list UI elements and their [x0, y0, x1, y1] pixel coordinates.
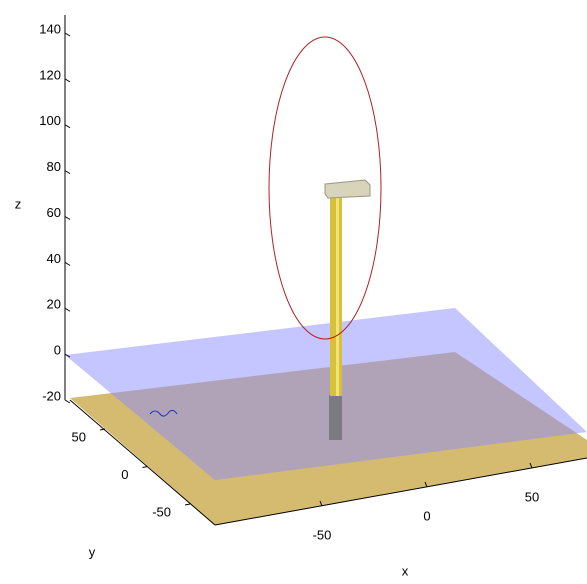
z-tick-label: 0 [54, 343, 61, 358]
x-tick-label: 50 [525, 489, 539, 504]
y-tick-label: 50 [72, 429, 86, 444]
z-tick [65, 125, 70, 128]
z-tick-label: 140 [39, 21, 61, 36]
z-tick-label: -20 [42, 388, 61, 403]
z-tick [65, 308, 70, 311]
z-tick [65, 33, 70, 36]
y-tick [185, 504, 190, 505]
tower-base [329, 395, 342, 440]
nacelle [325, 180, 370, 198]
x-tick-label: -50 [313, 527, 332, 542]
tower-highlight [336, 198, 339, 396]
z-label: z [15, 196, 22, 211]
y-label: y [89, 544, 96, 559]
chart: z y x -20 0 20 40 60 80 100 120 140 50 0 -50 -50 0 50 [0, 0, 587, 579]
z-tick-label: 100 [39, 113, 61, 128]
x-label: x [402, 563, 409, 578]
z-tick-label: 40 [47, 251, 61, 266]
y-tick-label: 0 [121, 467, 128, 482]
z-tick [65, 217, 70, 220]
z-tick-label: 20 [47, 297, 61, 312]
z-tick [65, 171, 70, 174]
z-tick-label: 120 [39, 67, 61, 82]
y-tick-label: -50 [152, 504, 171, 519]
z-tick [65, 262, 70, 265]
z-tick [65, 400, 70, 403]
z-tick-label: 60 [47, 205, 61, 220]
z-tick-label: 80 [47, 159, 61, 174]
y-tick [143, 467, 148, 468]
z-tick [65, 79, 70, 82]
x-tick-label: 0 [423, 508, 430, 523]
